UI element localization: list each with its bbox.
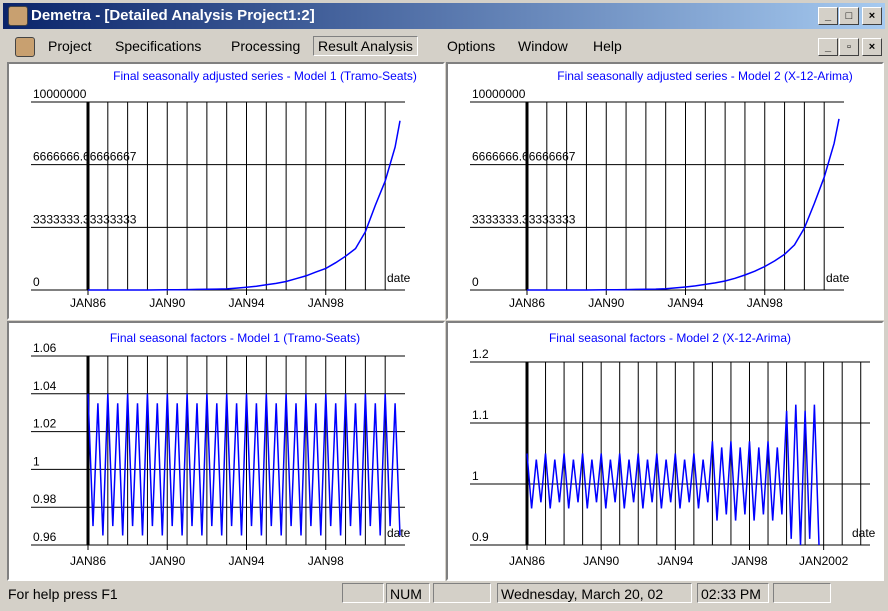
status-cell — [433, 583, 491, 603]
status-cell — [342, 583, 384, 603]
series-line — [527, 118, 840, 291]
y-tick-label: 1 — [472, 469, 479, 483]
x-tick-label: JAN98 — [308, 296, 344, 310]
window-title: Demetra - [Detailed Analysis Project1:2] — [31, 7, 315, 24]
title-bar: Demetra - [Detailed Analysis Project1:2]… — [3, 3, 885, 29]
status-bar: For help press F1 NUM Wednesday, March 2… — [0, 582, 888, 608]
y-tick-label: 6666666.66666667 — [33, 150, 137, 164]
chart-panel — [7, 321, 445, 581]
y-tick-label: 0 — [472, 275, 479, 289]
menu-item[interactable]: Result Analysis — [313, 36, 418, 56]
series-line — [526, 404, 820, 546]
series-line — [87, 393, 401, 536]
x-tick-label: JAN90 — [583, 554, 619, 568]
status-help: For help press F1 — [8, 586, 118, 602]
menu-bar: Project Specifications Processing Result… — [3, 35, 885, 59]
y-tick-label: 1.02 — [33, 417, 57, 431]
x-axis-label: date — [387, 526, 411, 540]
chart-title: Final seasonal factors - Model 1 (Tramo-… — [110, 331, 360, 345]
chart-title: Final seasonally adjusted series - Model… — [113, 69, 417, 83]
mdi-close[interactable]: × — [862, 38, 882, 56]
chart-panel — [446, 321, 884, 581]
x-tick-label: JAN2002 — [799, 554, 849, 568]
chart-panel — [7, 62, 445, 320]
y-tick-label: 1.1 — [472, 408, 489, 422]
y-tick-label: 0.98 — [33, 492, 57, 506]
x-tick-label: JAN90 — [149, 554, 185, 568]
x-tick-label: JAN94 — [667, 296, 703, 310]
y-tick-label: 10000000 — [33, 87, 87, 101]
mdi-restore[interactable]: ▫ — [839, 38, 859, 56]
y-tick-label: 0.96 — [33, 530, 57, 544]
x-tick-label: JAN86 — [70, 296, 106, 310]
x-tick-label: JAN94 — [228, 296, 264, 310]
x-axis-label: date — [826, 271, 850, 285]
x-axis-label: date — [387, 271, 411, 285]
menu-item[interactable]: Options — [447, 38, 496, 54]
menu-item[interactable]: Specifications — [115, 38, 202, 54]
x-tick-label: JAN90 — [149, 296, 185, 310]
x-tick-label: JAN98 — [308, 554, 344, 568]
x-tick-label: JAN90 — [588, 296, 624, 310]
y-tick-label: 1 — [33, 454, 40, 468]
status-cell — [773, 583, 831, 603]
y-tick-label: 1.06 — [33, 341, 57, 355]
minimize-button[interactable]: _ — [818, 7, 838, 25]
x-tick-label: JAN98 — [747, 296, 783, 310]
y-tick-label: 1.2 — [472, 347, 489, 361]
app-icon — [8, 6, 28, 26]
menu-item[interactable]: Processing — [231, 38, 301, 54]
x-axis-label: date — [852, 526, 876, 540]
status-time: 02:33 PM — [697, 583, 769, 603]
x-tick-label: JAN98 — [731, 554, 767, 568]
x-tick-label: JAN86 — [509, 296, 545, 310]
y-tick-label: 1.04 — [33, 379, 57, 393]
y-tick-label: 0.9 — [472, 530, 489, 544]
y-tick-label: 0 — [33, 275, 40, 289]
y-tick-label: 10000000 — [472, 87, 526, 101]
doc-icon — [15, 37, 35, 57]
chart-title: Final seasonally adjusted series - Model… — [557, 69, 852, 83]
x-tick-label: JAN94 — [228, 554, 264, 568]
maximize-button[interactable]: □ — [839, 7, 859, 25]
status-num: NUM — [386, 583, 430, 603]
mdi-minimize[interactable]: _ — [818, 38, 838, 56]
menu-item[interactable]: Help — [593, 38, 622, 54]
menu-item[interactable]: Project — [48, 38, 92, 54]
y-tick-label: 6666666.66666667 — [472, 150, 576, 164]
chart-title: Final seasonal factors - Model 2 (X-12-A… — [549, 331, 791, 345]
close-button[interactable]: × — [862, 7, 882, 25]
y-tick-label: 3333333.33333333 — [472, 212, 576, 226]
chart-panel — [446, 62, 884, 320]
status-date: Wednesday, March 20, 02 — [497, 583, 692, 603]
menu-item[interactable]: Window — [518, 38, 568, 54]
series-line — [88, 120, 401, 291]
x-tick-label: JAN86 — [509, 554, 545, 568]
y-tick-label: 3333333.33333333 — [33, 212, 137, 226]
x-tick-label: JAN94 — [657, 554, 693, 568]
x-tick-label: JAN86 — [70, 554, 106, 568]
